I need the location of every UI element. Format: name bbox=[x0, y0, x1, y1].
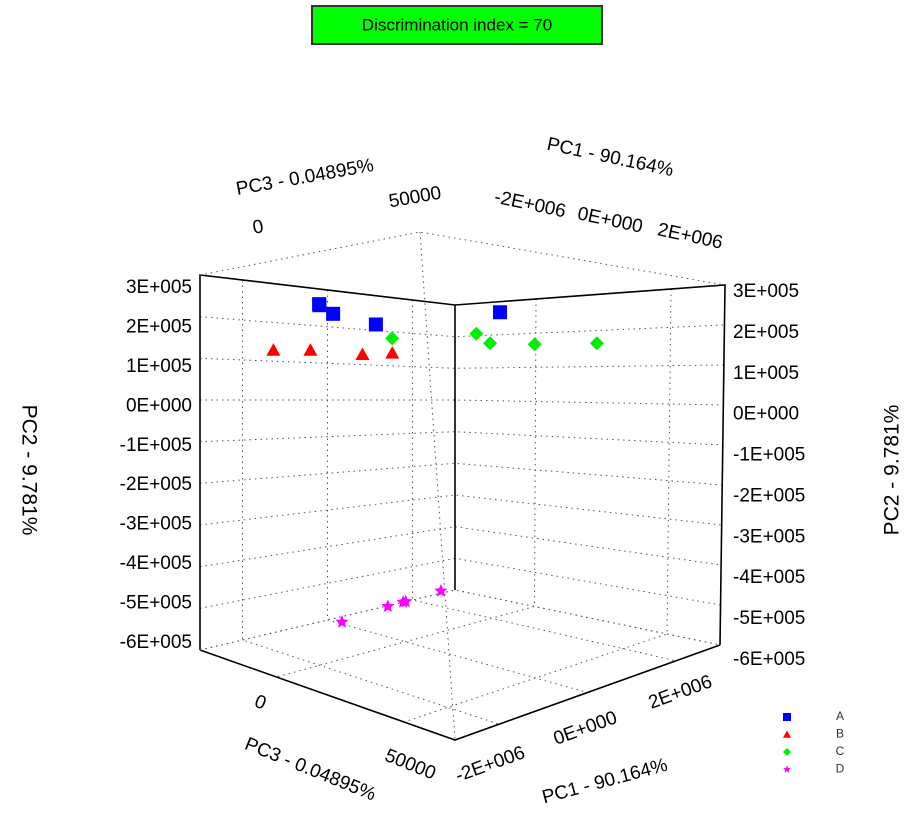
grid-line bbox=[199, 526, 722, 568]
y-tick-label: -4E+005 bbox=[733, 567, 805, 588]
z-axis-title: PC3 - 0.04895% bbox=[234, 155, 375, 200]
point bbox=[335, 615, 349, 628]
point bbox=[368, 317, 383, 332]
y-tick-label: 1E+005 bbox=[733, 363, 799, 384]
y-tick-label: -1E+005 bbox=[733, 445, 805, 466]
chart-title: Discrimination index = 70 bbox=[362, 15, 552, 34]
point bbox=[483, 336, 498, 351]
x-tick-label: 0E+000 bbox=[551, 707, 620, 749]
grid-line bbox=[199, 589, 721, 651]
y-tick-label: -6E+005 bbox=[120, 632, 192, 653]
y-tick-label: -3E+005 bbox=[120, 514, 192, 535]
grid-line bbox=[199, 494, 722, 526]
z-tick-label: 50000 bbox=[382, 745, 439, 784]
y-tick-label: 2E+005 bbox=[126, 316, 192, 337]
z-axis-title: PC3 - 0.04895% bbox=[242, 734, 379, 806]
point bbox=[381, 599, 395, 612]
points bbox=[266, 297, 604, 628]
z-tick-label: 50000 bbox=[387, 183, 443, 213]
z-tick-label: 0 bbox=[251, 216, 265, 239]
y-tick-label: 3E+005 bbox=[733, 281, 799, 302]
x-tick-label: -2E+006 bbox=[453, 742, 528, 786]
y-tick-label: -5E+005 bbox=[120, 593, 192, 614]
box-edge bbox=[199, 231, 726, 286]
grid-line bbox=[199, 316, 725, 338]
legend-label: D bbox=[836, 762, 845, 776]
grid-line bbox=[403, 288, 672, 723]
point bbox=[355, 347, 370, 360]
x-tick-label: 0E+000 bbox=[576, 203, 645, 237]
point bbox=[312, 297, 327, 312]
x-tick-label: 2E+006 bbox=[646, 671, 715, 713]
box-edges bbox=[199, 231, 726, 741]
point bbox=[527, 337, 542, 352]
y-tick-label: -2E+005 bbox=[733, 485, 805, 506]
grid-line bbox=[200, 399, 724, 406]
x-axis-title: PC1 - 90.164% bbox=[540, 755, 670, 809]
point bbox=[385, 346, 400, 359]
point bbox=[469, 326, 484, 341]
grid-line bbox=[199, 357, 724, 369]
point bbox=[399, 594, 413, 608]
y-tick-label: -6E+005 bbox=[733, 649, 805, 670]
y-axis-title: PC2 - 9.781% bbox=[881, 405, 904, 536]
point bbox=[326, 306, 341, 321]
legend-label: A bbox=[836, 709, 844, 723]
point bbox=[492, 305, 507, 320]
y-tick-label: -5E+005 bbox=[733, 608, 805, 629]
y-tick-label: 0E+000 bbox=[126, 395, 192, 416]
y-tick-label: 1E+005 bbox=[126, 356, 192, 377]
y-tick-label: -1E+005 bbox=[120, 435, 192, 456]
point bbox=[434, 584, 448, 597]
box-edge bbox=[199, 644, 721, 741]
x-tick-label: 2E+006 bbox=[656, 219, 725, 253]
grid-line bbox=[199, 557, 721, 609]
grid-line bbox=[327, 290, 588, 693]
grid-line bbox=[412, 300, 676, 662]
point bbox=[303, 343, 318, 356]
y-tick-label: -2E+005 bbox=[120, 474, 192, 495]
point bbox=[783, 713, 791, 721]
z-tick-label: 0 bbox=[251, 691, 269, 714]
box-edge bbox=[199, 589, 721, 651]
point bbox=[589, 336, 604, 351]
grid-line bbox=[199, 431, 723, 446]
grid-line bbox=[242, 280, 500, 725]
y-tick-label: 3E+005 bbox=[126, 277, 192, 298]
grid-line bbox=[199, 462, 723, 486]
legend-label: B bbox=[836, 727, 844, 741]
y-tick-label: -3E+005 bbox=[733, 526, 805, 547]
x-axis-title: PC1 - 90.164% bbox=[545, 134, 676, 181]
tick-labels: 3E+005 3E+005 2E+005 2E+005 1E+005 1E+005 0E+0… bbox=[120, 183, 806, 787]
point bbox=[783, 730, 791, 738]
grid bbox=[199, 274, 726, 725]
y-tick-label: -4E+005 bbox=[120, 553, 192, 574]
grid-line bbox=[199, 274, 726, 306]
legend-label: C bbox=[836, 744, 845, 758]
point bbox=[783, 748, 791, 756]
point bbox=[266, 343, 281, 356]
point bbox=[385, 331, 400, 346]
y-tick-label: 0E+000 bbox=[733, 404, 799, 425]
point bbox=[783, 765, 791, 773]
box-edge bbox=[199, 274, 726, 650]
box-edge bbox=[419, 231, 456, 741]
y-tick-label: 2E+005 bbox=[733, 322, 799, 343]
title-box bbox=[311, 5, 603, 45]
x-tick-label: -2E+006 bbox=[493, 187, 568, 223]
y-axis-title: PC2 - 9.781% bbox=[17, 405, 40, 536]
